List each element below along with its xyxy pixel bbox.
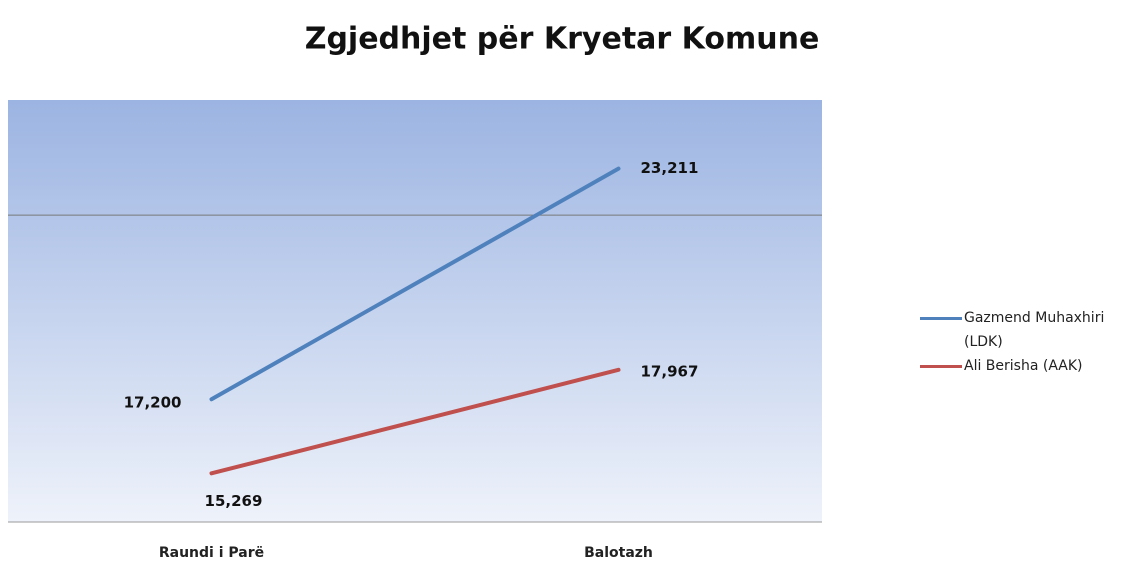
series-line xyxy=(209,367,621,476)
plot-area xyxy=(8,100,822,522)
legend-label: Gazmend Muhaxhiri (LDK) xyxy=(964,310,1105,350)
legend-label: Ali Berisha (AAK) xyxy=(964,358,1083,374)
data-label: 17,200 xyxy=(124,394,182,412)
series-line xyxy=(209,166,621,402)
x-tick-label: Raundi i Parë xyxy=(159,545,264,561)
x-tick-label: Balotazh xyxy=(584,545,653,561)
legend: Gazmend Muhaxhiri (LDK) Ali Berisha (AAK) xyxy=(920,306,1120,378)
legend-item: Ali Berisha (AAK) xyxy=(920,354,1120,378)
legend-swatch xyxy=(920,365,962,368)
legend-item: Gazmend Muhaxhiri (LDK) xyxy=(920,306,1120,354)
chart-title: Zgjedhjet për Kryetar Komune xyxy=(305,22,820,57)
data-label: 15,269 xyxy=(205,492,263,510)
data-label: 23,211 xyxy=(641,159,699,177)
data-label: 17,967 xyxy=(641,362,699,380)
legend-swatch xyxy=(920,317,962,320)
